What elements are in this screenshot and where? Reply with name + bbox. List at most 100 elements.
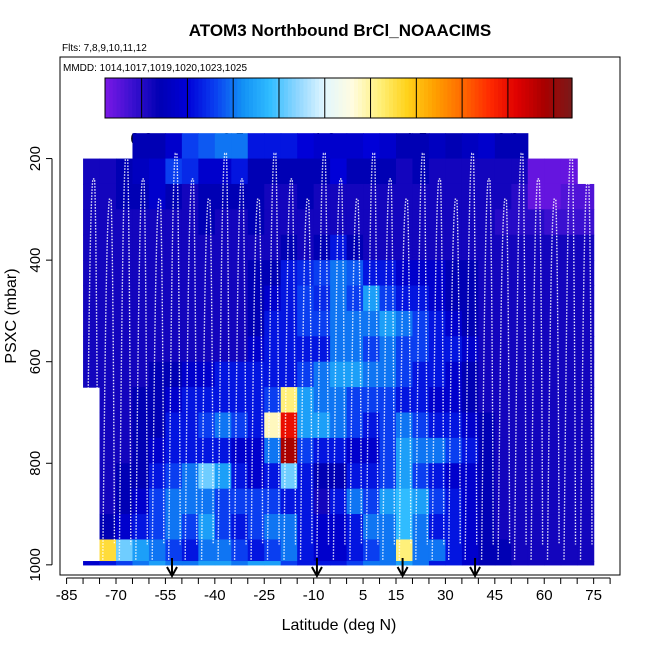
heatmap-cell (511, 412, 529, 439)
heatmap-cell (148, 437, 167, 464)
colorbar-segment (420, 78, 425, 118)
heatmap-cell (560, 336, 578, 363)
heatmap-cell (396, 387, 414, 414)
colorbar-segment (307, 78, 312, 118)
heatmap-cell (494, 260, 512, 287)
heatmap-cell (297, 260, 315, 287)
colorbar-segment (435, 78, 441, 118)
heatmap-cell (313, 234, 331, 261)
heatmap-cell (83, 336, 101, 363)
heatmap-cell (264, 310, 282, 337)
heatmap-cell (280, 463, 298, 490)
heatmap-cell (148, 361, 167, 388)
heatmap-cell (198, 336, 216, 363)
heatmap-cell (363, 133, 381, 160)
heatmap-cell (280, 361, 298, 388)
x-tick-label: -10 (303, 587, 325, 604)
heatmap-cell (264, 463, 282, 490)
heatmap-cell (116, 310, 134, 337)
colorbar-segment (171, 78, 176, 118)
heatmap-cell (116, 514, 134, 541)
heatmap-cell (363, 285, 381, 312)
heatmap-cell (379, 183, 397, 210)
heatmap-cell (231, 412, 249, 439)
heatmap-cell (494, 158, 512, 185)
heatmap-cell (132, 387, 150, 414)
colorbar-segment (412, 78, 417, 118)
colorbar-segment (190, 78, 196, 118)
colorbar-segment (389, 78, 394, 118)
heatmap-cell (544, 463, 562, 490)
colorbar-segment (264, 78, 270, 118)
heatmap-cell (198, 260, 216, 287)
colorbar-segment (128, 78, 133, 118)
heatmap-cell (478, 387, 496, 414)
heatmap-cell (461, 234, 479, 261)
heatmap-cell (165, 463, 183, 490)
heatmap-cell (214, 133, 232, 160)
colorbar-segment (494, 78, 499, 118)
y-tick-label: 200 (27, 146, 44, 171)
flight-profile (546, 198, 560, 560)
heatmap-cell (247, 561, 265, 566)
flight-profile (250, 198, 264, 560)
heatmap-cell (396, 488, 414, 515)
colorbar-segment (178, 78, 184, 118)
heatmap-cell (231, 539, 249, 562)
heatmap-cell (83, 310, 101, 337)
heatmap-cell (181, 463, 199, 490)
heatmap-cell (461, 387, 479, 414)
heatmap-cell (297, 336, 315, 363)
heatmap-cell (544, 412, 562, 439)
heatmap-cell (247, 437, 265, 464)
heatmap-cell (412, 514, 430, 541)
heatmap-cell (231, 561, 249, 566)
heatmap-cell (148, 539, 167, 562)
heatmap-cell (280, 285, 298, 312)
colorbar-segment (175, 78, 180, 118)
heatmap-cell (560, 387, 578, 414)
heatmap-cell (461, 183, 479, 210)
colorbar-segment (544, 78, 550, 118)
heatmap-cell (412, 310, 430, 337)
colorbar-segment (548, 78, 554, 118)
heatmap-cell (577, 234, 595, 261)
heatmap-cell (116, 463, 134, 490)
heatmap-cell (560, 234, 578, 261)
colorbar-segment (116, 78, 122, 118)
heatmap-cell (247, 158, 265, 185)
colorbar-segment (400, 78, 406, 118)
colorbar-segment (260, 78, 266, 118)
heatmap-cell (445, 387, 463, 414)
x-tick-label: 45 (486, 587, 503, 604)
heatmap-cell (396, 285, 414, 312)
heatmap-cell (247, 387, 265, 414)
colorbar-segment (521, 78, 526, 118)
heatmap-cell (494, 488, 512, 515)
heatmap-cell (396, 158, 414, 185)
heatmap-cell (330, 412, 348, 439)
heatmap-cell (231, 183, 249, 210)
heatmap-cell (544, 437, 562, 464)
heatmap-cell (231, 158, 249, 185)
heatmap-cell (148, 260, 167, 287)
colorbar-segment (319, 78, 324, 118)
heatmap-cell (264, 361, 282, 388)
heatmap-cell (297, 234, 315, 261)
heatmap-cell (494, 310, 512, 337)
heatmap-cell (297, 561, 315, 566)
heatmap-cell (247, 310, 265, 337)
heatmap-cell (148, 310, 167, 337)
x-tick-label: 60 (536, 587, 553, 604)
heatmap-cell (560, 310, 578, 337)
heatmap-cell (544, 260, 562, 287)
colorbar-segment (132, 78, 137, 118)
heatmap-cell (231, 234, 249, 261)
heatmap-cell (264, 133, 282, 160)
heatmap-cell (132, 285, 150, 312)
heatmap-cell (198, 133, 216, 160)
heatmap-cell (99, 437, 117, 464)
heatmap-cell (165, 361, 183, 388)
heatmap-cell (363, 514, 381, 541)
heatmap-cell (132, 514, 150, 541)
